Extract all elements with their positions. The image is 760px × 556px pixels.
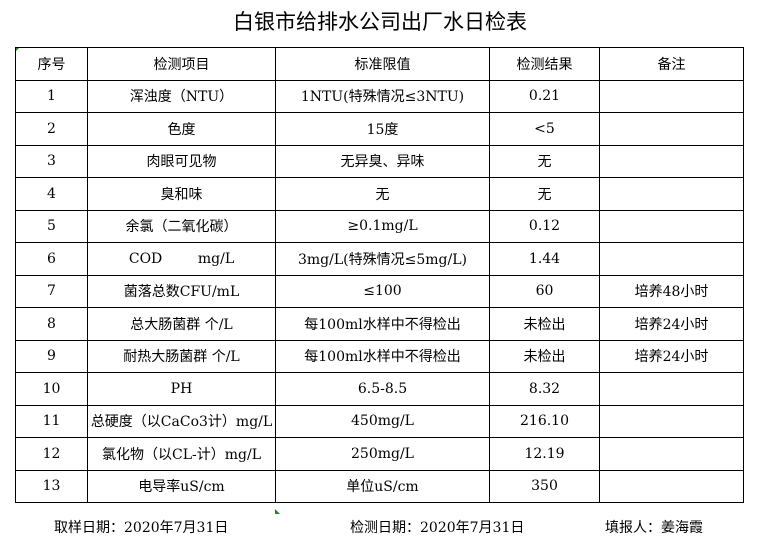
table-row: 12 氯化物（以CL-计）mg/L 250mg/L 12.19 <box>15 437 744 471</box>
row-number-cell: 11 <box>15 404 88 438</box>
test-result-cell: 1.44 <box>489 242 600 276</box>
table-row: 5 余氯（二氧化碳） ≥0.1mg/L 0.12 <box>15 209 744 243</box>
remark-cell: 培养48小时 <box>599 274 744 308</box>
row-number-cell: 9 <box>15 339 88 373</box>
inspection-table: 序号 检测项目 标准限值 检测结果 备注 1 浑浊度（NTU） 1NTU(特殊情况≤… <box>15 47 744 503</box>
row-number-cell: 13 <box>15 469 88 503</box>
table-row: 4 臭和味无无 <box>15 177 744 211</box>
standard-limit-cell: 每100ml水样中不得检出 <box>275 339 490 373</box>
remark-cell <box>599 372 744 406</box>
test-result-cell: 60 <box>489 274 600 308</box>
standard-limit-cell: 15度 <box>275 112 490 146</box>
header-cell: 检测结果 <box>489 47 600 81</box>
test-item-cell: 余氯（二氧化碳） <box>87 209 276 243</box>
test-item-cell: 总大肠菌群 个/L <box>87 307 276 341</box>
page-title: 白银市给排水公司出厂水日检表 <box>233 10 527 34</box>
test-result-cell: <5 <box>489 112 600 146</box>
test-result-cell: 无 <box>489 177 600 211</box>
standard-limit-cell: ≤100 <box>275 274 490 308</box>
remark-cell: 培养24小时 <box>599 339 744 373</box>
row-number-cell: 10 <box>15 372 88 406</box>
standard-limit-cell: 3mg/L(特殊情况≤5mg/L) <box>275 242 490 276</box>
test-result-cell: 216.10 <box>489 404 600 438</box>
header-cell: 序号 <box>15 47 88 81</box>
standard-limit-cell: 每100ml水样中不得检出 <box>275 307 490 341</box>
test-item-cell: COD mg/L <box>87 242 276 276</box>
row-number-cell: 5 <box>15 209 88 243</box>
test-item-cell: 电导率uS/cm <box>87 469 276 503</box>
remark-cell <box>599 469 744 503</box>
remark-cell <box>599 177 744 211</box>
row-number-cell: 6 <box>15 242 88 276</box>
test-item-cell: PH <box>87 372 276 406</box>
remark-cell <box>599 112 744 146</box>
test-result-cell: 12.19 <box>489 437 600 471</box>
header-cell: 检测项目 <box>87 47 276 81</box>
table-row: 7 菌落总数CFU/mL ≤100 60 培养48小时 <box>15 274 744 308</box>
table-row: 2 色度 15度 <5 <box>15 112 744 146</box>
remark-cell <box>599 209 744 243</box>
standard-limit-cell: 450mg/L <box>275 404 490 438</box>
standard-limit-cell: ≥0.1mg/L <box>275 209 490 243</box>
test-item-cell: 菌落总数CFU/mL <box>87 274 276 308</box>
test-item-cell: 肉眼可见物 <box>87 144 276 178</box>
remark-cell <box>599 79 744 113</box>
standard-limit-cell: 无异臭、异味 <box>275 144 490 178</box>
test-result-cell: 0.21 <box>489 79 600 113</box>
table-row: 13 电导率uS/cm 单位uS/cm 350 <box>15 469 744 503</box>
header-row: 序号 检测项目 标准限值 检测结果 备注 <box>15 47 744 81</box>
remark-cell: 培养24小时 <box>599 307 744 341</box>
table-row: 3 肉眼可见物 无异臭、异味无 <box>15 144 744 178</box>
row-number-cell: 1 <box>15 79 88 113</box>
header-cell: 标准限值 <box>275 47 490 81</box>
test-result-cell: 8.32 <box>489 372 600 406</box>
row-number-cell: 3 <box>15 144 88 178</box>
table-row: 11 总硬度（以CaCo3计）mg/L 450mg/L 216.10 <box>15 404 744 438</box>
row-number-cell: 2 <box>15 112 88 146</box>
test-item-cell: 色度 <box>87 112 276 146</box>
test-result-cell: 无 <box>489 144 600 178</box>
table-row: 10 PH 6.5-8.5 8.32 <box>15 372 744 406</box>
row-number-cell: 4 <box>15 177 88 211</box>
remark-cell <box>599 242 744 276</box>
sampling-date: 取样日期：2020年7月31日 <box>54 520 229 536</box>
remark-cell <box>599 437 744 471</box>
test-item-cell: 耐热大肠菌群 个/L <box>87 339 276 373</box>
standard-limit-cell: 无 <box>275 177 490 211</box>
table-row: 8 总大肠菌群 个/L 每100ml水样中不得检出 未检出 培养24小时 <box>15 307 744 341</box>
row-number-cell: 8 <box>15 307 88 341</box>
test-result-cell: 未检出 <box>489 339 600 373</box>
table-row: 6 COD mg/L 3mg/L(特殊情况≤5mg/L) 1.44 <box>15 242 744 276</box>
table-row: 1 浑浊度（NTU） 1NTU(特殊情况≤3NTU) 0.21 <box>15 79 744 113</box>
standard-limit-cell: 1NTU(特殊情况≤3NTU) <box>275 79 490 113</box>
test-result-cell: 未检出 <box>489 307 600 341</box>
standard-limit-cell: 250mg/L <box>275 437 490 471</box>
test-item-cell: 浑浊度（NTU） <box>87 79 276 113</box>
row-number-cell: 12 <box>15 437 88 471</box>
remark-cell <box>599 144 744 178</box>
test-result-cell: 350 <box>489 469 600 503</box>
standard-limit-cell: 6.5-8.5 <box>275 372 490 406</box>
test-item-cell: 臭和味 <box>87 177 276 211</box>
standard-limit-cell: 单位uS/cm <box>275 469 490 503</box>
row-number-cell: 7 <box>15 274 88 308</box>
test-item-cell: 总硬度（以CaCo3计）mg/L <box>87 404 276 438</box>
test-result-cell: 0.12 <box>489 209 600 243</box>
test-date: 检测日期：2020年7月31日 <box>350 520 525 536</box>
reporter: 填报人：姜海霞 <box>605 520 703 536</box>
header-cell: 备注 <box>599 47 744 81</box>
table-row: 9 耐热大肠菌群 个/L 每100ml水样中不得检出 未检出 培养24小时 <box>15 339 744 373</box>
test-item-cell: 氯化物（以CL-计）mg/L <box>87 437 276 471</box>
remark-cell <box>599 404 744 438</box>
cell-marker <box>275 509 280 514</box>
